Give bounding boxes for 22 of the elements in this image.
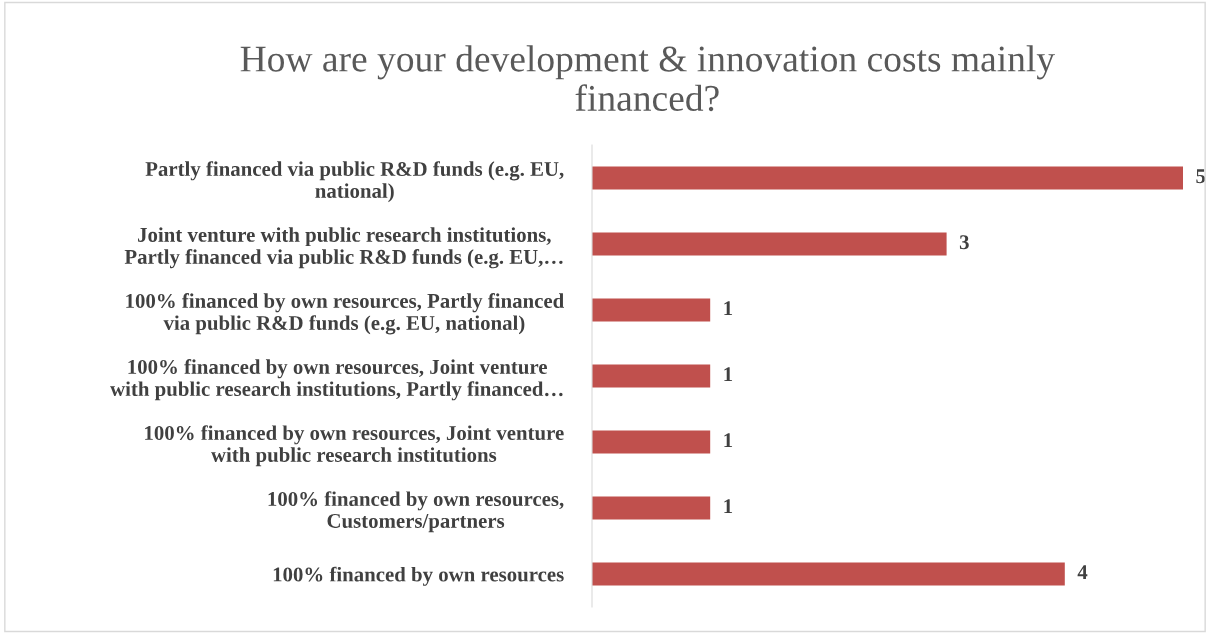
- y-tick-label: 100% financed by own resources: [273, 566, 564, 586]
- y-tick-label: 100% financed by own resources, Joint venture with public research institutions: [145, 425, 564, 467]
- data-label: 1: [724, 499, 733, 514]
- bar: [592, 298, 711, 322]
- chart-title: How are your development & innovation costs mainly financed?: [240, 45, 1055, 112]
- y-tick-label: 100% financed by own resources, Customers/partners: [268, 491, 564, 533]
- y-tick-label: 100% financed by own resources, Partly financed via public R&D funds (e.g. EU, national): [126, 293, 564, 335]
- data-label: 4: [1077, 565, 1088, 580]
- y-tick-label: 100% financed by own resources, Joint venture with public research institutions, Partly financed…: [110, 359, 563, 401]
- bar: [592, 364, 711, 388]
- bar: [592, 430, 711, 454]
- bar: [592, 232, 947, 256]
- y-tick-label: Joint venture with public research institutions, Partly financed via public R&D funds (e.g. EU,…: [124, 227, 563, 269]
- bar: [592, 166, 1183, 190]
- y-tick-label: Partly financed via public R&D funds (e.g. EU, national): [145, 161, 564, 203]
- bar: [592, 562, 1065, 586]
- data-label: 3: [959, 235, 969, 250]
- data-label: 1: [724, 433, 733, 448]
- data-label: 5: [1196, 169, 1206, 184]
- data-label: 1: [724, 301, 733, 316]
- bar: [592, 496, 711, 520]
- data-label: 1: [724, 367, 733, 382]
